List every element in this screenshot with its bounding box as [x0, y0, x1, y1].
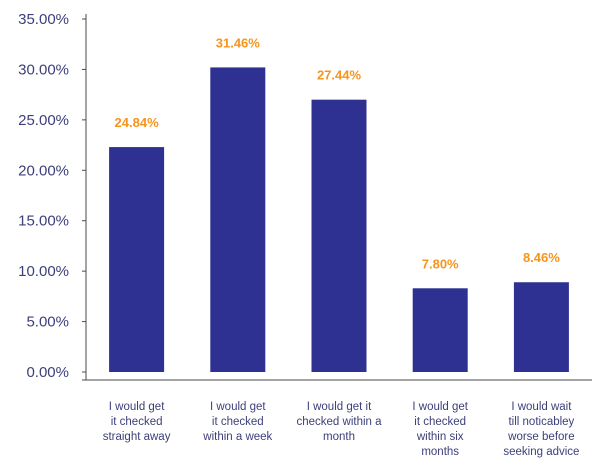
y-tick-label: 0.00%: [26, 364, 69, 381]
y-axis: 0.00% 5.00% 10.00% 15.00% 20.00% 25.00% 30.00%…: [18, 11, 87, 381]
data-label: 27.44%: [317, 68, 362, 83]
data-labels: 24.84% 31.46% 27.44% 7.80% 8.46%: [115, 35, 561, 271]
data-label: 31.46%: [216, 35, 261, 50]
x-category-label: I would wait till noticabley worse before s…: [503, 401, 579, 458]
bar: [311, 99, 367, 372]
bar: [109, 147, 165, 372]
x-category-label: I would get it checked within six months: [412, 401, 468, 458]
y-tick-label: 35.00%: [18, 11, 69, 28]
y-tick-label: 25.00%: [18, 112, 69, 129]
bar: [412, 288, 468, 372]
bars: [109, 67, 569, 372]
bar: [513, 282, 569, 372]
y-tick-label: 10.00%: [18, 263, 69, 280]
data-label: 7.80%: [422, 256, 459, 271]
x-category-label: I would get it checked within a month: [296, 401, 382, 443]
bar: [210, 67, 266, 372]
y-tick-label: 5.00%: [26, 314, 69, 331]
x-category-label: I would get it checked within a week: [202, 401, 272, 443]
data-label: 24.84%: [115, 115, 160, 130]
y-tick-label: 20.00%: [18, 162, 69, 179]
y-tick-label: 15.00%: [18, 213, 69, 230]
x-axis: I would get it checked straight away I woul…: [82, 379, 592, 458]
data-label: 8.46%: [523, 250, 560, 265]
x-category-label: I would get it checked straight away: [103, 401, 171, 443]
y-tick-label: 30.00%: [18, 61, 69, 78]
